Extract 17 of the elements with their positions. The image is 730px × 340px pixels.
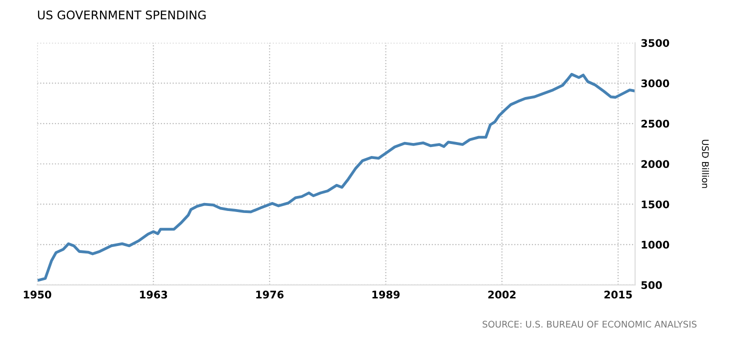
- x-tick-label: 1976: [256, 290, 284, 299]
- x-tick-label: 1963: [140, 290, 168, 299]
- y-tick-label: 3000: [641, 79, 670, 88]
- x-tick-label: 1950: [24, 290, 52, 299]
- source-note: SOURCE: U.S. BUREAU OF ECONOMIC ANALYSIS: [482, 320, 696, 328]
- y-tick-label: 2500: [641, 120, 670, 128]
- y-tick-label: 1000: [642, 240, 670, 249]
- y-tick-label: 2000: [641, 160, 670, 168]
- x-tick-label: 2002: [488, 290, 516, 299]
- line-series: [38, 72, 636, 282]
- y-axis-title: USD Billion: [702, 140, 709, 188]
- y-tick-label: 1500: [642, 200, 670, 208]
- x-tick-label: 2015: [604, 290, 632, 299]
- y-tick-label: 3500: [641, 39, 670, 47]
- x-tick-label: 1989: [372, 290, 400, 299]
- y-tick-label: 500: [641, 281, 662, 290]
- chart-title: US GOVERNMENT SPENDING: [38, 10, 206, 20]
